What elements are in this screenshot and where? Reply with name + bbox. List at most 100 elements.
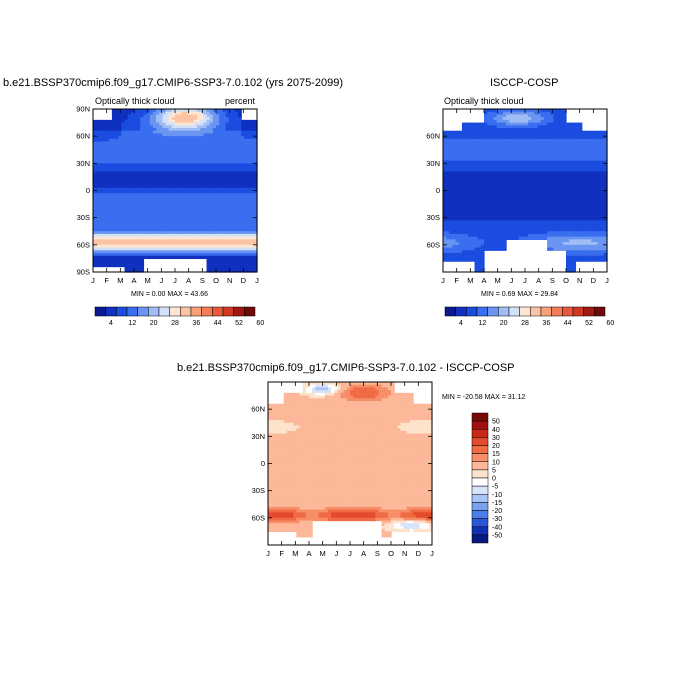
field-cell — [547, 179, 551, 183]
field-cell — [572, 179, 577, 183]
field-cell — [471, 217, 476, 221]
field-cell — [231, 125, 236, 129]
field-cell — [502, 130, 507, 135]
field-cell — [234, 242, 239, 246]
field-cell — [159, 168, 163, 173]
field-cell — [594, 144, 599, 148]
field-cell — [502, 209, 507, 213]
field-cell — [550, 182, 554, 186]
field-cell — [452, 176, 457, 181]
field-cell — [108, 231, 113, 235]
field-cell — [540, 149, 545, 154]
field-cell — [537, 155, 542, 159]
field-cell — [193, 168, 198, 173]
field-cell — [115, 244, 119, 249]
field-cell — [234, 261, 239, 265]
field-cell — [487, 171, 491, 175]
field-cell — [209, 125, 214, 129]
field-cell — [559, 214, 564, 219]
field-cell — [231, 250, 236, 254]
field-cell — [247, 133, 252, 137]
field-cell — [219, 136, 223, 140]
field-cell — [181, 117, 186, 121]
field-cell — [553, 133, 558, 137]
field-cell — [600, 217, 605, 221]
field-cell — [247, 119, 252, 124]
field-cell — [553, 176, 558, 181]
field-cell — [493, 152, 498, 156]
field-cell — [556, 195, 561, 200]
field-cell — [228, 214, 233, 219]
field-cell — [515, 128, 520, 132]
field-cell — [200, 214, 204, 219]
field-cell — [178, 130, 182, 135]
field-cell — [184, 233, 189, 238]
field-cell — [600, 136, 605, 140]
field-cell — [455, 174, 460, 178]
field-cell — [584, 209, 589, 213]
field-cell — [244, 206, 249, 211]
field-cell — [455, 176, 460, 181]
field-cell — [477, 185, 482, 189]
field-cell — [181, 174, 186, 178]
field-cell — [528, 206, 532, 211]
field-cell — [105, 174, 110, 178]
field-cell — [521, 195, 526, 200]
field-cell — [124, 111, 129, 116]
field-cell — [480, 138, 485, 143]
field-cell — [216, 242, 220, 246]
field-cell — [556, 179, 561, 183]
field-cell — [143, 220, 148, 224]
field-cell — [543, 190, 548, 194]
field-cell — [159, 130, 163, 135]
field-cell — [111, 149, 116, 154]
field-cell — [143, 247, 148, 251]
field-cell — [165, 114, 170, 118]
field-cell — [140, 244, 145, 249]
field-cell — [446, 130, 450, 135]
field-cell — [518, 133, 523, 137]
field-cell — [572, 176, 577, 181]
field-cell — [212, 261, 217, 265]
field-cell — [212, 198, 217, 202]
field-cell — [115, 233, 119, 238]
field-cell — [178, 155, 182, 159]
field-cell — [99, 231, 104, 235]
field-cell — [559, 193, 564, 197]
field-cell — [250, 185, 255, 189]
field-cell — [96, 201, 100, 205]
field-cell — [206, 144, 211, 148]
field-cell — [512, 114, 517, 118]
field-cell — [499, 152, 504, 156]
field-cell — [569, 122, 573, 126]
field-cell — [159, 242, 163, 246]
field-cell — [193, 201, 198, 205]
field-cell — [162, 111, 167, 116]
field-cell — [231, 269, 236, 273]
field-cell — [165, 160, 170, 164]
field-cell — [244, 228, 249, 232]
field-cell — [222, 195, 227, 200]
field-cell — [162, 247, 167, 251]
field-cell — [156, 220, 160, 224]
field-cell — [521, 149, 526, 154]
field-cell — [171, 198, 176, 202]
field-cell — [528, 155, 532, 159]
field-cell — [234, 228, 239, 232]
field-cell — [591, 157, 595, 162]
field-cell — [216, 204, 220, 208]
field-cell — [499, 125, 504, 129]
field-cell — [493, 166, 498, 170]
field-cell — [525, 138, 529, 143]
field-cell — [512, 152, 517, 156]
field-cell — [216, 174, 220, 178]
field-cell — [591, 187, 595, 192]
field-cell — [581, 182, 586, 186]
field-cell — [553, 111, 558, 116]
field-cell — [197, 119, 201, 124]
field-cell — [575, 133, 580, 137]
field-cell — [200, 217, 204, 221]
field-cell — [130, 266, 135, 270]
field-cell — [506, 155, 510, 159]
field-cell — [134, 133, 138, 137]
